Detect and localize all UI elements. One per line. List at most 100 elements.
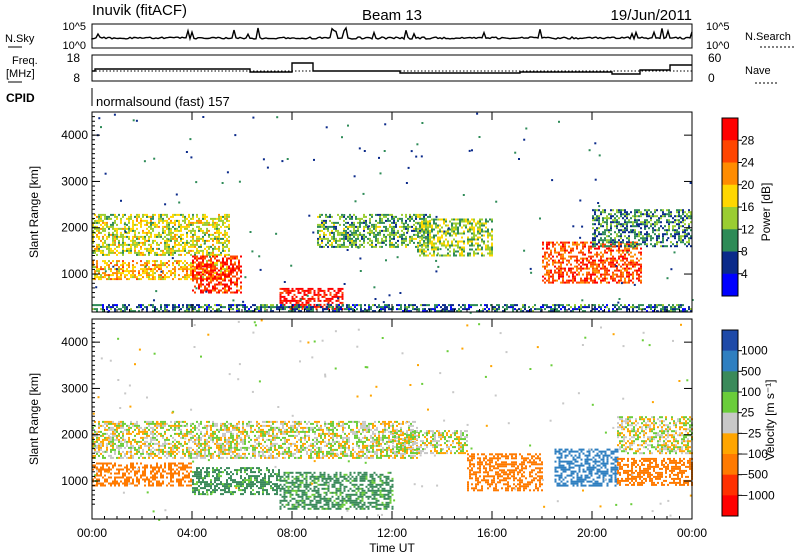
data-cell	[146, 435, 148, 437]
data-cell	[632, 304, 634, 306]
scatter-cell	[637, 224, 639, 226]
data-cell	[638, 306, 640, 308]
data-cell	[120, 437, 122, 439]
data-cell	[334, 296, 336, 298]
data-cell	[467, 229, 469, 231]
data-cell	[136, 451, 138, 453]
data-cell	[550, 258, 552, 260]
data-cell	[321, 238, 323, 240]
data-cell	[170, 232, 172, 234]
data-cell	[288, 294, 290, 296]
data-cell	[688, 225, 690, 227]
data-cell	[333, 228, 335, 230]
data-cell	[136, 262, 138, 264]
data-cell	[136, 254, 138, 256]
data-cell	[178, 222, 180, 224]
data-cell	[550, 242, 552, 244]
data-cell	[542, 260, 544, 262]
data-cell	[194, 274, 196, 276]
data-cell	[321, 224, 323, 226]
data-cell	[437, 233, 439, 235]
data-cell	[206, 224, 208, 226]
data-cell	[100, 246, 102, 248]
scatter-cell	[633, 246, 635, 248]
data-cell	[612, 246, 614, 248]
data-cell	[230, 256, 232, 258]
data-cell	[634, 231, 636, 233]
data-cell	[489, 253, 491, 255]
data-cell	[174, 220, 176, 222]
data-cell	[132, 242, 134, 244]
scatter-cell	[667, 237, 669, 239]
data-cell	[594, 245, 596, 247]
data-cell	[596, 266, 598, 268]
data-cell	[96, 236, 98, 238]
data-cell	[94, 451, 96, 453]
data-cell	[196, 238, 198, 240]
data-cell	[148, 425, 150, 427]
data-cell	[610, 254, 612, 256]
data-cell	[160, 214, 162, 216]
data-cell	[216, 218, 218, 220]
data-cell	[112, 447, 114, 449]
data-cell	[172, 238, 174, 240]
data-cell	[98, 218, 100, 220]
data-cell	[118, 214, 120, 216]
data-cell	[375, 224, 377, 226]
data-cell	[596, 235, 598, 237]
data-cell	[100, 214, 102, 216]
data-cell	[608, 282, 610, 284]
data-cell	[198, 264, 200, 266]
data-cell	[328, 300, 330, 302]
data-cell	[222, 272, 224, 274]
data-cell	[180, 260, 182, 262]
data-cell	[626, 248, 628, 250]
data-cell	[317, 224, 319, 226]
data-cell	[178, 254, 180, 256]
data-cell	[548, 260, 550, 262]
data-cell	[644, 213, 646, 215]
data-cell	[650, 223, 652, 225]
data-cell	[419, 237, 421, 239]
data-cell	[622, 213, 624, 215]
data-cell	[270, 308, 272, 310]
data-cell	[624, 254, 626, 256]
data-cell	[232, 268, 234, 270]
data-cell	[332, 308, 334, 310]
data-cell	[481, 255, 483, 257]
data-cell	[598, 272, 600, 274]
data-cell	[210, 280, 212, 282]
data-cell	[144, 431, 146, 433]
data-cell	[339, 240, 341, 242]
data-cell	[333, 240, 335, 242]
data-cell	[588, 274, 590, 276]
data-cell	[644, 308, 646, 310]
data-cell	[228, 228, 230, 230]
data-cell	[224, 276, 226, 278]
data-cell	[644, 219, 646, 221]
data-cell	[228, 258, 230, 260]
data-cell	[624, 306, 626, 308]
data-cell	[144, 270, 146, 272]
data-cell	[413, 220, 415, 222]
data-cell	[186, 242, 188, 244]
data-cell	[560, 282, 562, 284]
data-cell	[345, 234, 347, 236]
data-cell	[374, 304, 376, 306]
data-cell	[296, 300, 298, 302]
data-cell	[544, 282, 546, 284]
data-cell	[134, 270, 136, 272]
data-cell	[168, 244, 170, 246]
data-cell	[282, 306, 284, 308]
data-cell	[417, 249, 419, 251]
data-cell	[576, 282, 578, 284]
data-cell	[598, 266, 600, 268]
data-cell	[648, 209, 650, 211]
data-cell	[660, 225, 662, 227]
data-cell	[552, 244, 554, 246]
data-cell	[574, 256, 576, 258]
data-cell	[636, 278, 638, 280]
data-cell	[317, 240, 319, 242]
data-cell	[218, 236, 220, 238]
data-cell	[120, 276, 122, 278]
